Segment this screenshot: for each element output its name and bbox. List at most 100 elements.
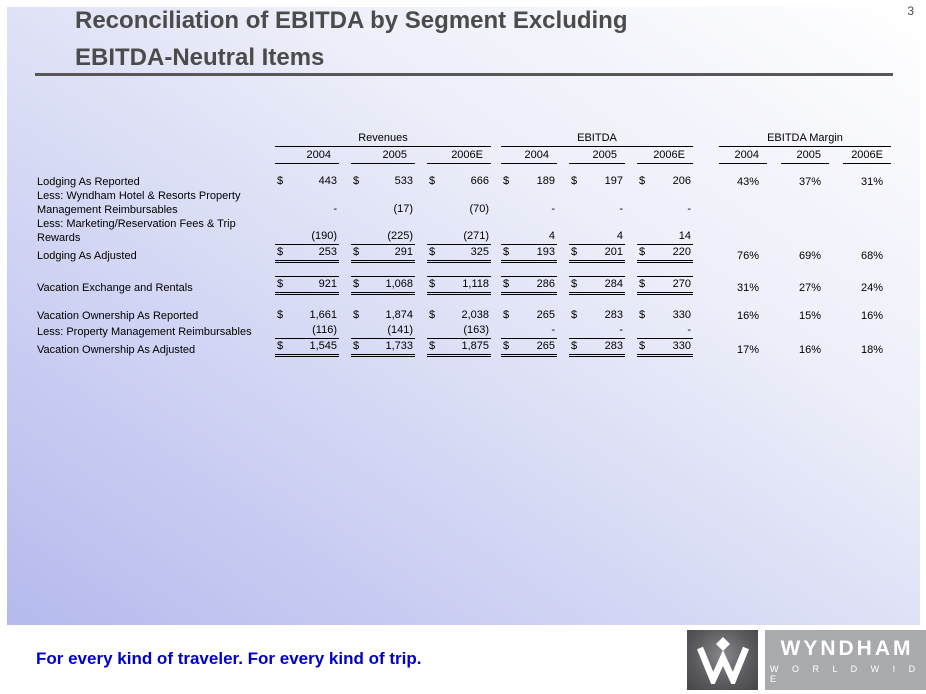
- cell-margin-0: 43%: [736, 176, 759, 188]
- row-label-line1: Less: Property Management Reimbursables: [37, 326, 252, 338]
- row-label: Less: Marketing/Reservation Fees & Trip …: [37, 217, 263, 245]
- cell-value: (225): [387, 230, 413, 242]
- cell-revenues-2: (163): [427, 323, 491, 339]
- cell-ebitda-1: -: [569, 202, 625, 217]
- year-header-margin-2005: 2005: [781, 149, 829, 164]
- cell-ebitda-1: $201: [569, 245, 625, 263]
- cell-value: 193: [536, 246, 555, 258]
- dollar-sign: $: [639, 278, 646, 290]
- cell-margin-0: 16%: [736, 310, 759, 322]
- row-label: Lodging As Adjusted: [37, 249, 263, 263]
- cell-margin-1: 37%: [798, 176, 821, 188]
- dollar-sign: $: [277, 340, 284, 352]
- year-header-row: 2004 2005 2006E 2004 2005 2006E 2004 200…: [37, 149, 891, 164]
- cell-value: 284: [604, 278, 623, 290]
- dollar-sign: $: [429, 278, 436, 290]
- cell-ebitda-1: $283: [569, 339, 625, 357]
- cell-margin-1: 16%: [798, 344, 821, 356]
- row-label-line1: Less: Wyndham Hotel & Resorts Property: [37, 190, 241, 202]
- cell-ebitda-0: -: [501, 202, 557, 217]
- dollar-sign: $: [639, 309, 646, 321]
- cell-value: -: [687, 324, 691, 336]
- table-row: Lodging As Reported $443 $533 $666 $189 $197 $…: [37, 174, 891, 189]
- cell-value: -: [619, 203, 623, 215]
- dollar-sign: $: [277, 278, 284, 290]
- row-label: Lodging As Reported: [37, 175, 263, 189]
- wyndham-worldwide-logo: WYNDHAM W O R L D W I D E: [687, 630, 926, 690]
- cell-value: 1,875: [461, 340, 489, 352]
- cell-value: (17): [393, 203, 413, 215]
- dollar-sign: $: [353, 309, 360, 321]
- cell-value: (190): [311, 230, 337, 242]
- table-spacer-row: [37, 263, 891, 276]
- cell-value: 4: [548, 230, 555, 242]
- table-body: Lodging As Reported $443 $533 $666 $189 $197 $…: [37, 174, 891, 357]
- cell-ebitda-2: 14: [637, 229, 693, 245]
- dollar-sign: $: [429, 309, 436, 321]
- cell-value: 1,118: [462, 278, 489, 290]
- dollar-sign: $: [571, 175, 578, 187]
- cell-value: 4: [616, 230, 623, 242]
- cell-ebitda-2: $206: [637, 174, 693, 189]
- row-label-line1: Lodging As Reported: [37, 176, 140, 188]
- cell-margin-0: 31%: [736, 282, 759, 294]
- cell-ebitda-2: $330: [637, 339, 693, 357]
- cell-revenues-0: $921: [275, 276, 339, 295]
- row-label-line1: Vacation Exchange and Rentals: [37, 282, 193, 294]
- table-row: Less: Wyndham Hotel & Resorts Property Ma…: [37, 189, 891, 217]
- cell-value: 253: [318, 246, 337, 258]
- row-label: Less: Wyndham Hotel & Resorts Property Ma…: [37, 189, 263, 217]
- footer-tagline: For every kind of traveler. For every ki…: [36, 649, 422, 668]
- logo-subtext: W O R L D W I D E: [770, 663, 921, 684]
- column-group-ebitda-margin: EBITDA Margin: [719, 132, 891, 147]
- row-label-line1: Vacation Ownership As Adjusted: [37, 344, 196, 356]
- dollar-sign: $: [571, 340, 578, 352]
- cell-value: 14: [678, 230, 691, 242]
- year-header-revenues-2004: 2004: [275, 149, 339, 164]
- cell-revenues-0: $253: [275, 245, 339, 263]
- cell-value: 283: [604, 309, 623, 321]
- cell-value: 265: [536, 309, 555, 321]
- year-header-ebitda-2006e: 2006E: [637, 149, 693, 164]
- cell-revenues-1: $1,874: [351, 308, 415, 323]
- column-group-header-row: Revenues EBITDA EBITDA Margin: [37, 132, 891, 147]
- slide-background: [7, 7, 920, 625]
- cell-value: 189: [536, 175, 555, 187]
- cell-ebitda-0: $265: [501, 308, 557, 323]
- cell-revenues-1: (141): [351, 323, 415, 339]
- row-label: Vacation Ownership As Adjusted: [37, 343, 263, 357]
- table-row: Vacation Exchange and Rentals $921 $1,068 $…: [37, 276, 891, 295]
- cell-revenues-2: (271): [427, 229, 491, 245]
- column-group-ebitda: EBITDA: [501, 132, 693, 147]
- ebitda-reconciliation-table: Revenues EBITDA EBITDA Margin 2004 2005 …: [37, 132, 891, 357]
- cell-value: -: [551, 203, 555, 215]
- cell-ebitda-0: 4: [501, 229, 557, 245]
- cell-revenues-1: (17): [351, 202, 415, 217]
- cell-revenues-2: $1,118: [427, 276, 491, 295]
- cell-ebitda-2: $220: [637, 245, 693, 263]
- cell-value: 325: [470, 246, 489, 258]
- cell-value: (271): [463, 230, 489, 242]
- cell-ebitda-1: $283: [569, 308, 625, 323]
- cell-value: -: [687, 203, 691, 215]
- cell-revenues-0: (190): [275, 229, 339, 245]
- slide-title-line1: Reconciliation of EBITDA by Segment Excl…: [75, 7, 628, 34]
- dollar-sign: $: [571, 246, 578, 258]
- row-label: Vacation Ownership As Reported: [37, 309, 263, 323]
- cell-value: -: [619, 324, 623, 336]
- wyndham-logomark-icon: [687, 630, 758, 690]
- logo-text-block: WYNDHAM W O R L D W I D E: [765, 630, 926, 690]
- cell-value: 443: [318, 175, 337, 187]
- cell-margin-2: 31%: [860, 176, 883, 188]
- cell-value: -: [333, 203, 337, 215]
- cell-value: 201: [604, 246, 623, 258]
- logo-wordmark: WYNDHAM: [780, 636, 914, 660]
- dollar-sign: $: [503, 278, 510, 290]
- dollar-sign: $: [353, 340, 360, 352]
- cell-value: 1,545: [309, 340, 337, 352]
- page-number: 3: [907, 4, 914, 18]
- dollar-sign: $: [429, 340, 436, 352]
- table-row: Vacation Ownership As Adjusted $1,545 $1,7…: [37, 339, 891, 357]
- dollar-sign: $: [503, 340, 510, 352]
- row-label-line1: Lodging As Adjusted: [37, 250, 137, 262]
